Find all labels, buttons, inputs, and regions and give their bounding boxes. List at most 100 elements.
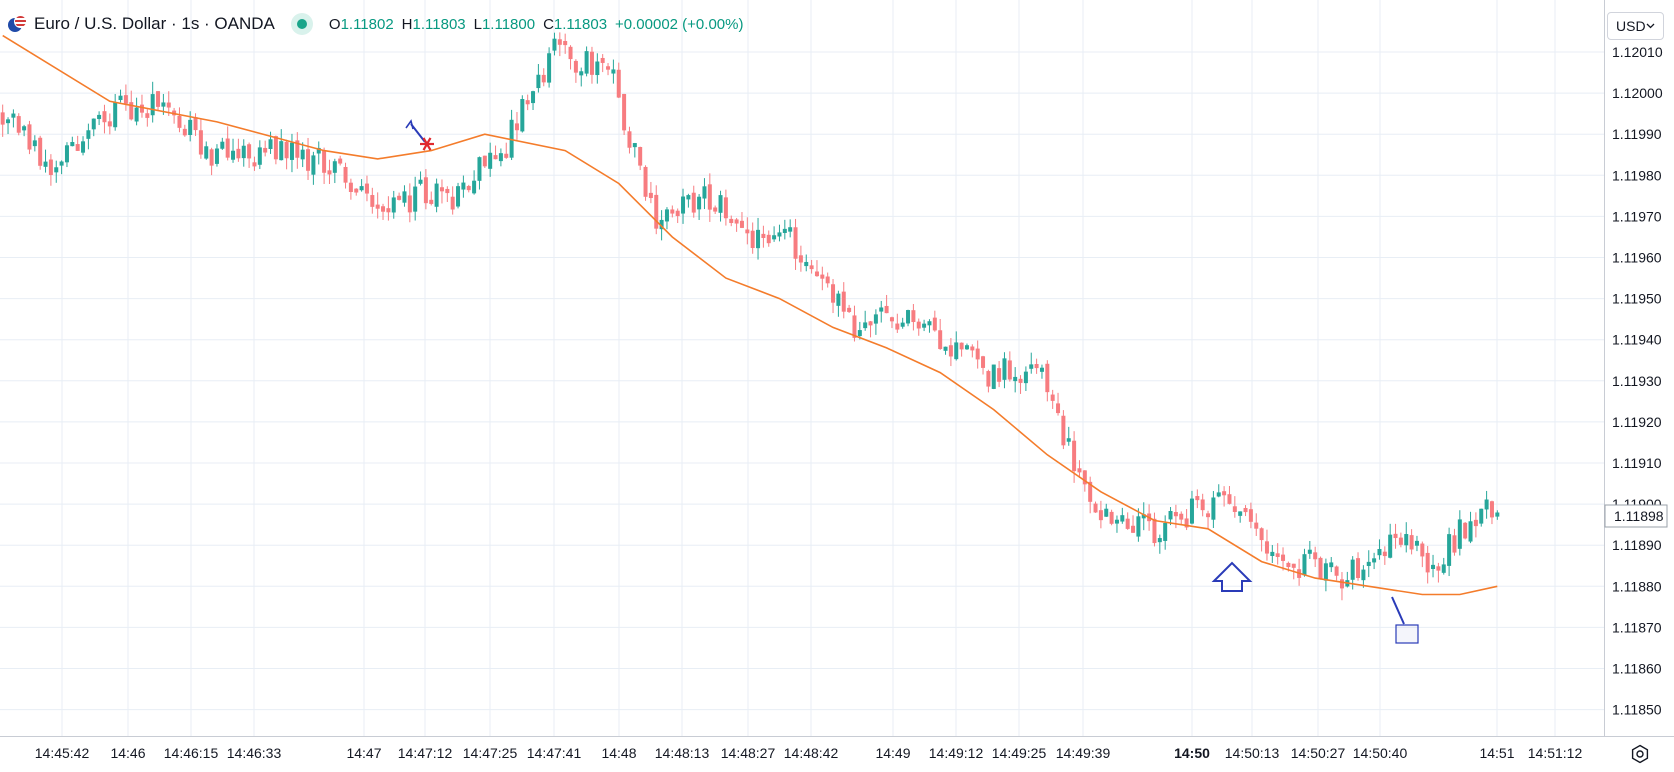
candle xyxy=(531,90,536,111)
candle xyxy=(756,217,761,260)
candle xyxy=(1436,562,1441,583)
candle xyxy=(927,319,932,333)
x-tick-label: 14:51:12 xyxy=(1528,745,1583,761)
candle xyxy=(664,207,669,230)
candle xyxy=(932,310,937,332)
candle xyxy=(884,294,889,314)
x-tick-label: 14:50:40 xyxy=(1353,745,1408,761)
open-value: 1.11802 xyxy=(340,15,394,33)
candle xyxy=(198,119,203,159)
currency-button[interactable]: USD xyxy=(1607,12,1664,40)
candle xyxy=(102,104,107,134)
candle xyxy=(123,84,128,111)
y-tick-label: 1.11950 xyxy=(1612,291,1662,307)
candle xyxy=(214,144,219,167)
candle xyxy=(1152,512,1157,547)
time-axis[interactable]: 14:45:42 14:46 14:46:15 14:46:33 14:47 14:47:… xyxy=(35,745,1583,761)
candle xyxy=(289,133,294,173)
candle xyxy=(563,33,568,54)
candle xyxy=(32,135,37,152)
candle xyxy=(889,316,894,329)
open-label: O xyxy=(328,15,341,33)
candle xyxy=(1361,565,1366,588)
entry-marker[interactable] xyxy=(405,119,434,151)
candle xyxy=(348,178,353,200)
gear-icon[interactable] xyxy=(1628,742,1652,766)
candle xyxy=(632,142,637,158)
candle xyxy=(847,304,852,314)
candle xyxy=(113,93,118,131)
y-tick-label: 1.11930 xyxy=(1612,373,1662,389)
candle xyxy=(1056,392,1061,416)
candle xyxy=(97,111,102,126)
candle xyxy=(231,138,236,163)
candle xyxy=(723,189,728,226)
candle xyxy=(814,260,819,277)
high-label: H xyxy=(401,15,413,33)
candle xyxy=(268,131,273,154)
candle xyxy=(257,140,262,170)
candle xyxy=(1227,485,1232,505)
candle xyxy=(895,313,900,333)
x-tick-label: 14:51 xyxy=(1479,745,1514,761)
candle xyxy=(702,178,707,210)
candle xyxy=(991,364,996,390)
candle xyxy=(1077,460,1082,478)
change-value: +0.00002 (+0.00%) xyxy=(615,15,744,33)
candle xyxy=(1313,546,1318,568)
candle xyxy=(670,205,675,218)
candle xyxy=(1414,535,1419,552)
candle xyxy=(734,217,739,232)
candle xyxy=(59,160,64,175)
candle xyxy=(1404,522,1409,553)
candle xyxy=(1232,496,1237,518)
ohlc-values: O1.11802 H1.11803 L1.11800 C1.11803 +0.0… xyxy=(329,16,744,33)
candle xyxy=(804,254,809,272)
candle xyxy=(1302,548,1307,577)
candle xyxy=(145,109,150,127)
x-tick-label: 14:47:25 xyxy=(463,745,518,761)
chevron-down-icon xyxy=(1646,23,1655,29)
candle xyxy=(477,156,482,190)
candle xyxy=(445,186,450,203)
candle xyxy=(1206,510,1211,530)
candle xyxy=(643,165,648,201)
candle xyxy=(1039,364,1044,379)
candle xyxy=(1264,529,1269,561)
candle xyxy=(1248,502,1253,529)
candle xyxy=(107,113,112,135)
market-status-dot-icon[interactable] xyxy=(290,13,313,35)
candle xyxy=(938,318,943,350)
candle xyxy=(247,142,252,168)
candle xyxy=(225,126,230,161)
y-tick-label: 1.11940 xyxy=(1612,332,1662,348)
candle xyxy=(193,113,198,136)
candle xyxy=(1339,572,1344,601)
symbol-title[interactable]: Euro / U.S. Dollar · 1s · OANDA xyxy=(34,14,275,33)
candle xyxy=(547,47,552,88)
candle xyxy=(1200,493,1205,517)
candle xyxy=(252,156,257,171)
candle xyxy=(745,217,750,245)
current-price-label: 1.11898 xyxy=(1614,508,1664,524)
candle xyxy=(1216,484,1221,498)
box-marker[interactable] xyxy=(1391,596,1419,644)
candle xyxy=(1420,541,1425,568)
candle xyxy=(1281,547,1286,571)
candle xyxy=(204,141,209,160)
candle xyxy=(1131,515,1136,534)
candle xyxy=(654,185,659,235)
candle xyxy=(1222,486,1227,507)
candle xyxy=(316,141,321,165)
candle xyxy=(772,226,777,242)
x-tick-label: 14:47:41 xyxy=(527,745,582,761)
candle xyxy=(729,215,734,227)
candle xyxy=(611,59,616,84)
price-axis[interactable]: 1.12010 1.12000 1.11990 1.11980 1.11970 1.119… xyxy=(1612,44,1663,718)
up-arrow-marker[interactable] xyxy=(1211,561,1253,592)
candle xyxy=(423,169,428,210)
candle xyxy=(466,184,471,193)
candle xyxy=(498,148,503,167)
x-tick-label: 14:50:13 xyxy=(1225,745,1280,761)
